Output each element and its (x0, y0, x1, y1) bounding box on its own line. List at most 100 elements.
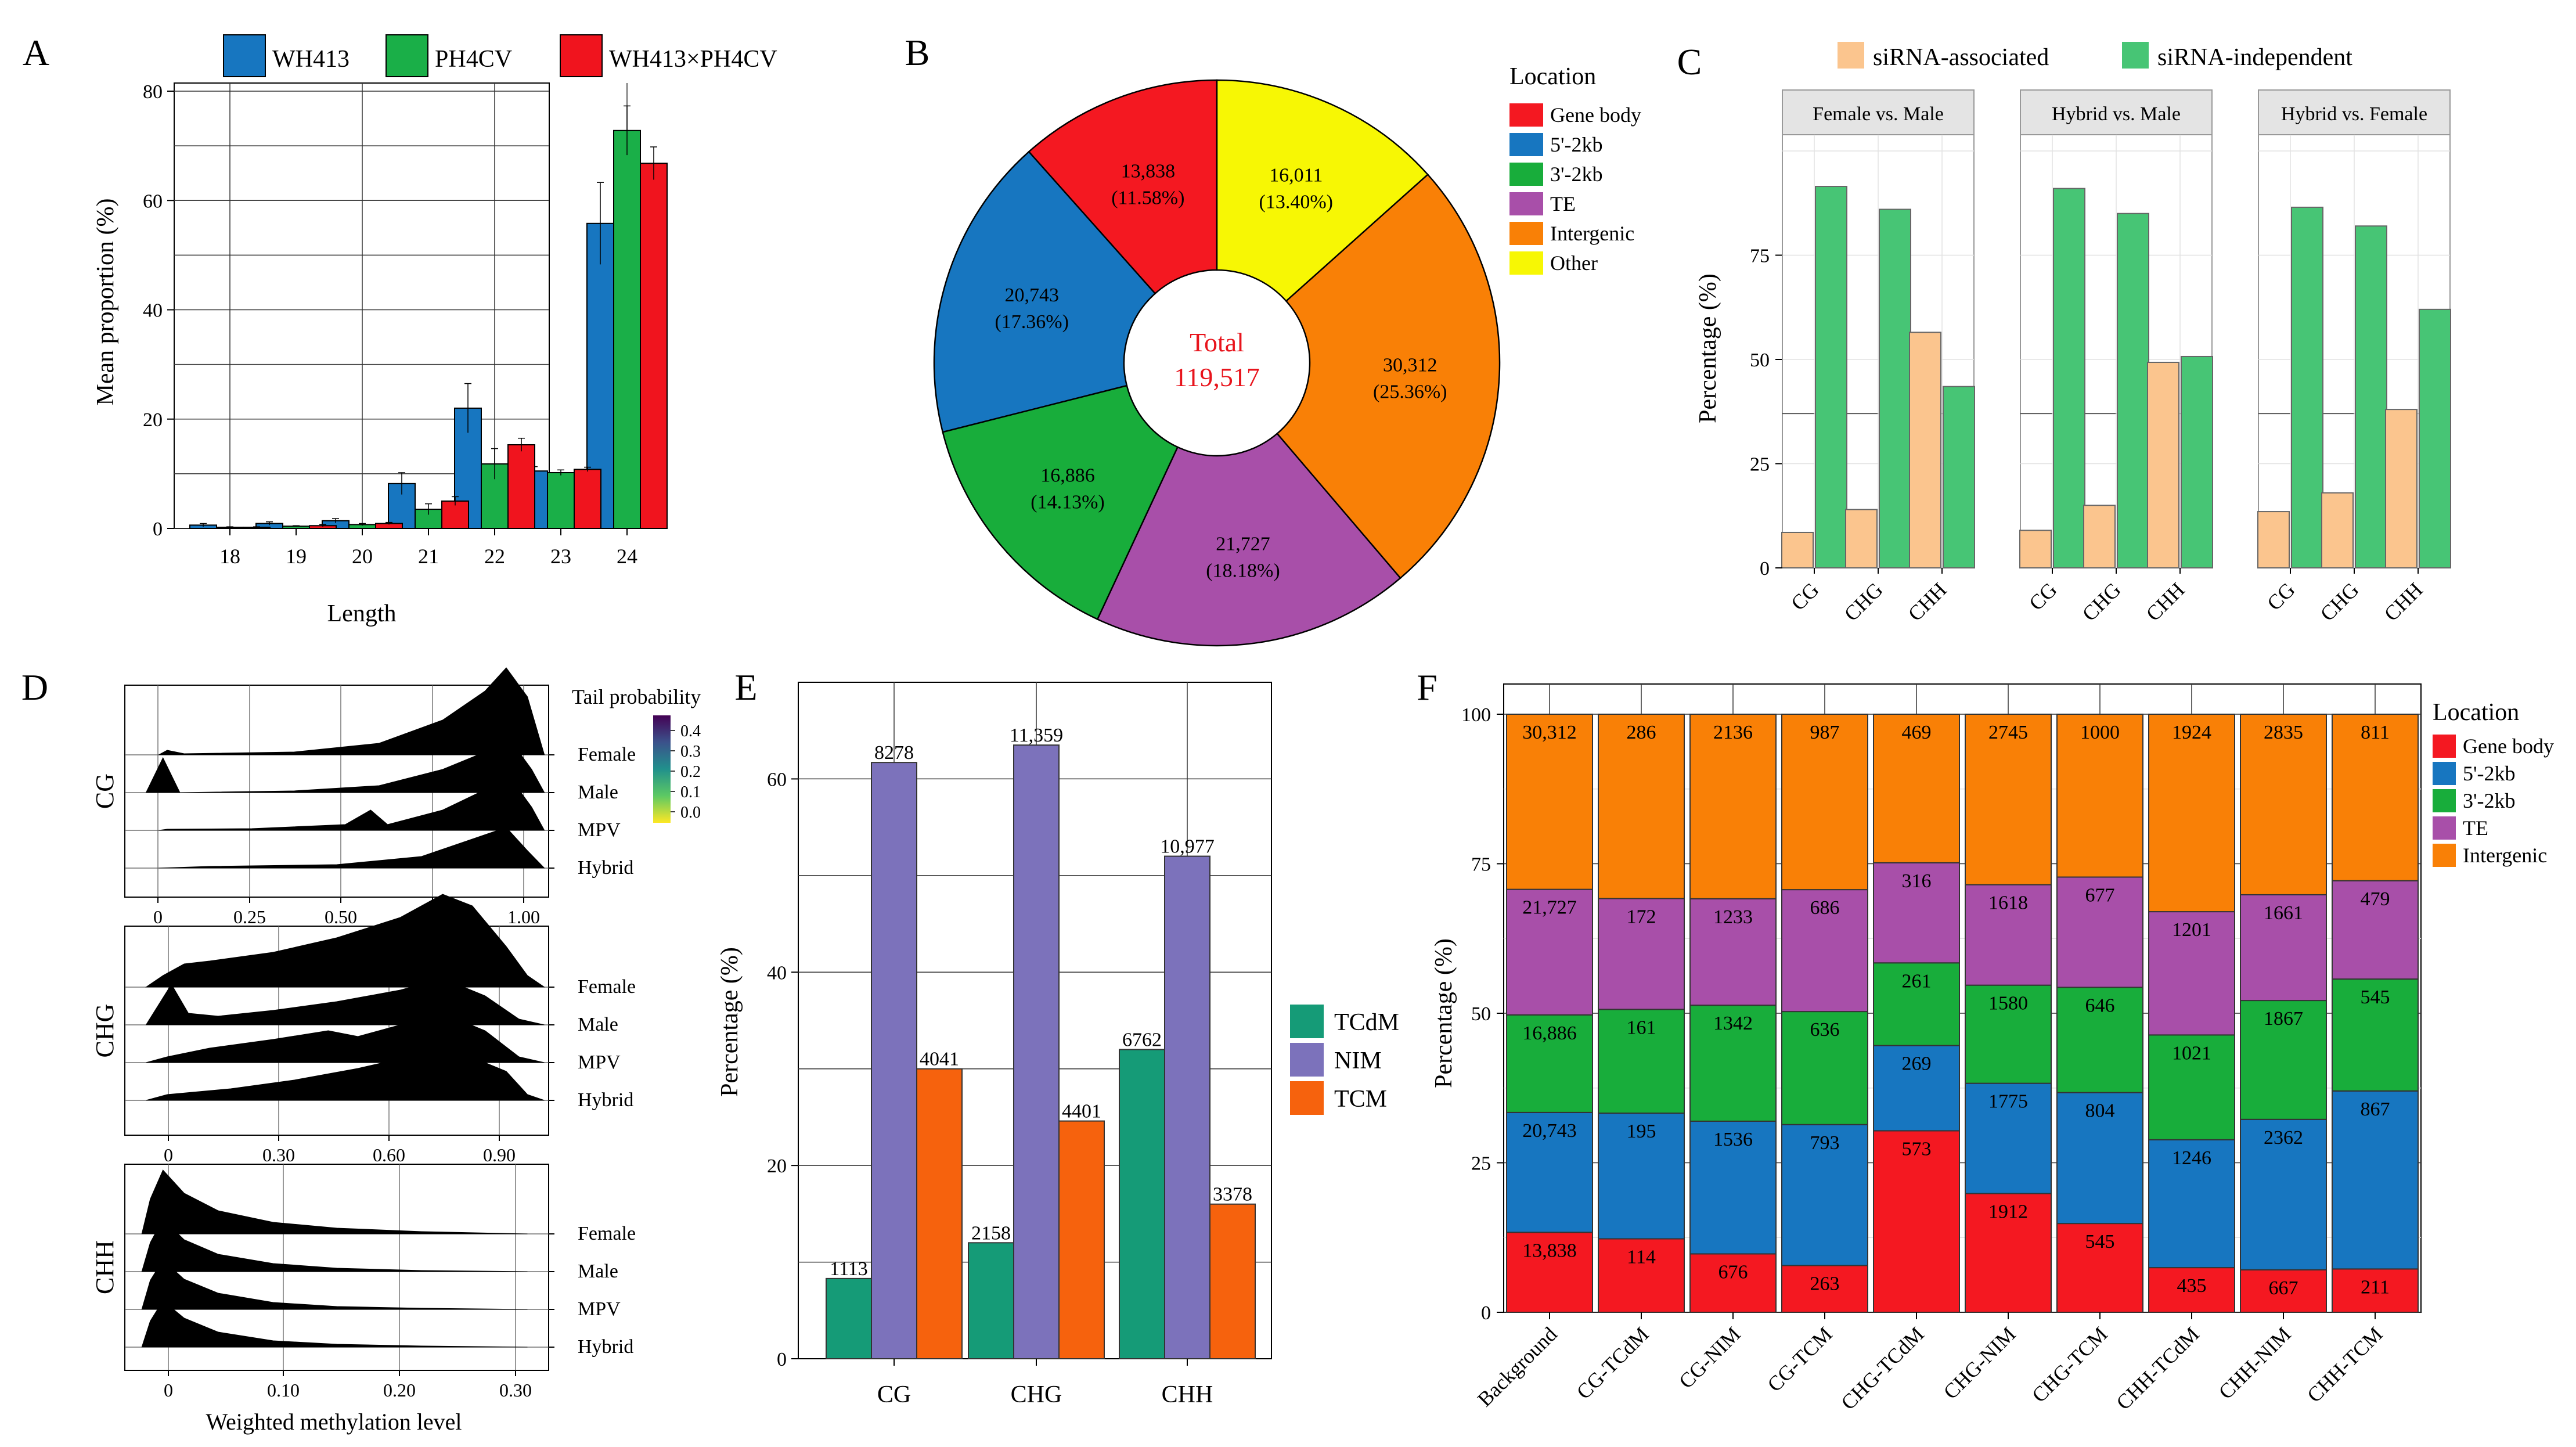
panel-f-segment-label: 114 (1627, 1246, 1656, 1268)
panel-c-facet-title: Female vs. Male (1813, 103, 1944, 125)
panel-f-segment-label: 987 (1810, 722, 1840, 743)
panel-b-center-title: Total (1190, 327, 1244, 357)
panel-b-slice-value-label: 16,886 (1040, 465, 1095, 487)
panel-f-segment-label: 161 (1627, 1017, 1656, 1038)
panel-d-density-MPV (158, 778, 545, 831)
panel-f-segment-label: 1201 (2172, 919, 2211, 941)
panel-b-slice-percent-label: (18.18%) (1206, 560, 1280, 581)
panel-b-legend-label: Intergenic (1550, 222, 1634, 245)
panel-d-row-label: MPV (578, 819, 621, 841)
panel-a-legend-label: WH413 (272, 46, 350, 73)
panel-d-density-Female (145, 894, 546, 988)
panel-b-legend-label: 3'-2kb (1550, 163, 1602, 186)
panel-c-bar-sirna-independent (2181, 355, 2213, 568)
panel-e-bar-TCM (1058, 1120, 1105, 1359)
panel-f-x-tick-label: CG-NIM (1674, 1322, 1745, 1393)
panel-d-density-MPV (141, 1259, 528, 1310)
panel-c-y-tick-label: 0 (1760, 558, 1770, 579)
panel-d-row-label: MPV (578, 1298, 621, 1320)
panel-e-legend-swatch (1290, 1081, 1324, 1115)
panel-f-segment-3'-2kb (1506, 1014, 1593, 1113)
panel-b-slice-value-label: 21,727 (1216, 533, 1270, 555)
panel-f-segment-label: 2362 (2264, 1127, 2303, 1149)
panel-a-x-tick-label: 21 (418, 545, 439, 568)
panel-d-x-tick-label: 0 (164, 1144, 173, 1165)
panel-f-y-tick-label: 0 (1481, 1302, 1491, 1324)
panel-d-x-tick-label: 0.90 (483, 1144, 516, 1165)
panel-c-x-tick-label: CHG (2078, 578, 2125, 625)
panel-label-f: F (1417, 667, 1437, 708)
panel-c-bar-sirna-independent (2291, 206, 2323, 568)
panel-c-bar-sirna-associated (1909, 332, 1941, 569)
panel-b-slice-value-label: 20,743 (1004, 285, 1059, 306)
panel-c-x-tick-label: CG (1786, 578, 1824, 615)
panel-c-bar-sirna-associated (2257, 511, 2290, 569)
panel-f-segment-Intergenic (1965, 714, 2052, 886)
panel-b-slice-Intergenic (1276, 173, 1501, 579)
panel-f-x-tick-label: CHH-NIM (2214, 1322, 2296, 1403)
panel-f-segment-TE (2332, 880, 2419, 980)
panel-f-segment-Gene body (2332, 1268, 2419, 1313)
panel-a-x-tick-label: 23 (550, 545, 571, 568)
panel-f-segment-label: 195 (1627, 1121, 1656, 1142)
panel-c-bar-sirna-independent (1943, 386, 1975, 568)
panel-f-segment-5'-2kb (1506, 1111, 1593, 1233)
panel-label-c: C (1677, 41, 1702, 82)
panel-f-segment-label: 1233 (1713, 906, 1753, 928)
panel-label-e: E (734, 667, 757, 708)
panel-f-segment-3'-2kb (2332, 978, 2419, 1092)
panel-f-segment-label: 21,727 (1522, 897, 1577, 919)
panel-a-x-axis-label: Length (327, 600, 397, 627)
panel-c-facet-title: Hybrid vs. Female (2281, 103, 2427, 125)
panel-f-segment-Gene body (2056, 1223, 2143, 1313)
panel-f-segment-label: 545 (2085, 1231, 2115, 1252)
panel-d-colorbar-label: 0.2 (680, 763, 701, 781)
panel-f-segment-label: 1618 (1988, 892, 2028, 914)
panel-f-segment-label: 20,743 (1522, 1120, 1577, 1142)
panel-e-x-tick-label: CHH (1162, 1381, 1213, 1408)
panel-d-context-label: CHH (91, 1240, 119, 1294)
panel-c-legend-label: siRNA-associated (1873, 44, 2049, 71)
panel-a-bar-PH4CV (547, 471, 575, 529)
panel-f-segment-TE (1781, 889, 1868, 1013)
panel-f-segment-label: 1021 (2172, 1042, 2211, 1064)
panel-f-legend-swatch (2433, 735, 2456, 758)
panel-e-bar-label: 10,977 (1160, 836, 1215, 858)
panel-f-segment-Intergenic (1873, 714, 1960, 863)
panel-f-segment-Intergenic (2240, 714, 2327, 895)
panel-a-y-tick-label: 20 (143, 409, 163, 431)
panel-c-bar-sirna-associated (1845, 509, 1878, 568)
panel-f-segment-3'-2kb (1965, 984, 2052, 1084)
panel-c-facet-strip (2258, 89, 2451, 135)
panel-f-segment-label: 676 (1718, 1261, 1748, 1283)
panel-c-legend-label: siRNA-independent (2157, 44, 2352, 71)
panel-f-segment-label: 316 (1902, 870, 1932, 892)
panel-a-bar-chart: A 0 20 40 60 80 18 19 20 21 22 23 24 Length Mean propo… (23, 32, 777, 627)
panel-b-legend-swatch (1509, 163, 1543, 186)
panel-a-legend-swatch (223, 34, 266, 77)
panel-d-x-tick-label: 0.60 (373, 1144, 405, 1165)
panel-c-x-tick-label: CHG (1840, 578, 1887, 625)
panel-e-bar-TCdM (1119, 1049, 1165, 1359)
panel-f-x-tick-label: Background (1473, 1322, 1562, 1411)
panel-b-legend-label: Gene body (1550, 103, 1641, 127)
panel-d-row-label: MPV (578, 1052, 621, 1073)
panel-c-x-tick-label: CHH (1904, 578, 1951, 625)
panel-f-segment-Intergenic (1598, 714, 1685, 899)
panel-f-segment-label: 1246 (2172, 1147, 2211, 1169)
panel-e-legend-label: NIM (1334, 1048, 1382, 1074)
panel-f-segment-label: 677 (2085, 885, 2115, 906)
panel-b-slice-percent-label: (11.58%) (1111, 187, 1184, 208)
panel-f-segment-3'-2kb (1873, 962, 1960, 1046)
panel-f-segment-label: 172 (1627, 906, 1656, 927)
panel-e-y-tick-label: 0 (777, 1349, 787, 1370)
panel-b-legend-label: Other (1550, 251, 1598, 275)
panel-b-legend-swatch (1509, 103, 1543, 127)
panel-f-segment-Intergenic (1689, 714, 1777, 899)
panel-e-y-axis-label: Percentage (%) (716, 947, 743, 1097)
panel-d-row-label: Male (578, 1261, 618, 1282)
panel-c-bar-sirna-independent (2117, 213, 2149, 568)
panel-f-x-tick-label: CHG-TCdM (1836, 1322, 1928, 1414)
panel-e-bar-NIM (871, 762, 917, 1359)
panel-f-segment-5'-2kb (1965, 1082, 2052, 1194)
